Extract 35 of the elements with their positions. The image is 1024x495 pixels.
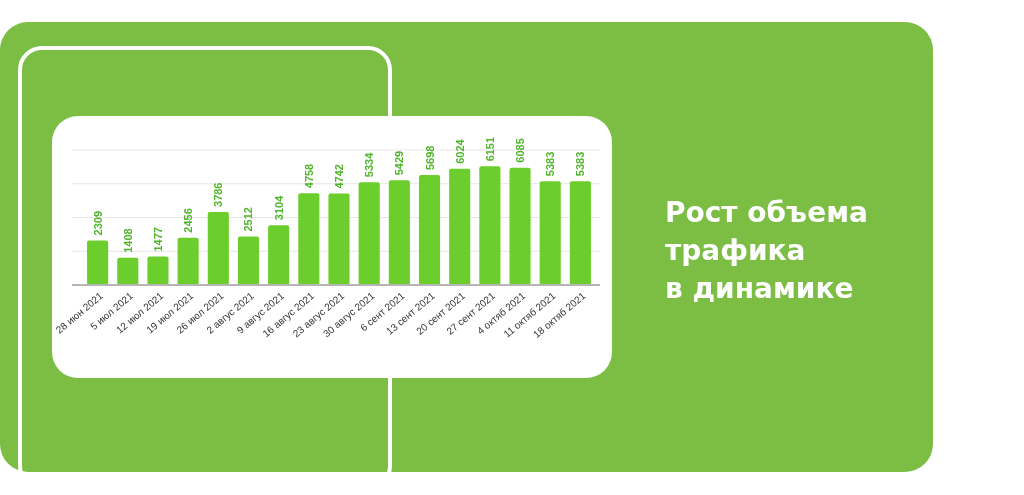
data-label: 5429 [393, 150, 406, 176]
data-label: 6151 [483, 136, 496, 162]
bar [298, 193, 320, 285]
data-label: 2456 [182, 208, 195, 233]
data-label: 5698 [423, 145, 436, 171]
bar [539, 181, 561, 285]
bar [87, 240, 109, 285]
data-label: 3786 [212, 182, 225, 207]
bar [177, 237, 199, 285]
data-label: 4758 [302, 163, 315, 189]
bar [237, 236, 260, 285]
data-label: 6024 [453, 138, 466, 164]
data-label: 5383 [574, 151, 587, 177]
data-label: 5334 [363, 151, 376, 178]
bar [449, 168, 471, 285]
bar [388, 180, 410, 285]
data-label: 2309 [91, 210, 104, 236]
data-label: 3104 [272, 194, 285, 221]
bar [147, 256, 169, 285]
text: Рост объема трафика в динамике [665, 196, 868, 305]
bar [569, 181, 591, 285]
data-label: 4742 [333, 164, 345, 189]
bar [268, 225, 290, 285]
bar [117, 257, 139, 285]
data-label: 2512 [242, 207, 255, 232]
bar [418, 175, 441, 285]
data-label: 5383 [544, 151, 557, 177]
bar [509, 167, 531, 285]
bar [207, 211, 229, 285]
bar [358, 182, 380, 285]
data-label: 1408 [121, 228, 134, 253]
data-label: 1477 [151, 227, 164, 252]
bar [479, 166, 501, 285]
bar [328, 193, 350, 285]
data-label: 6085 [514, 138, 527, 163]
